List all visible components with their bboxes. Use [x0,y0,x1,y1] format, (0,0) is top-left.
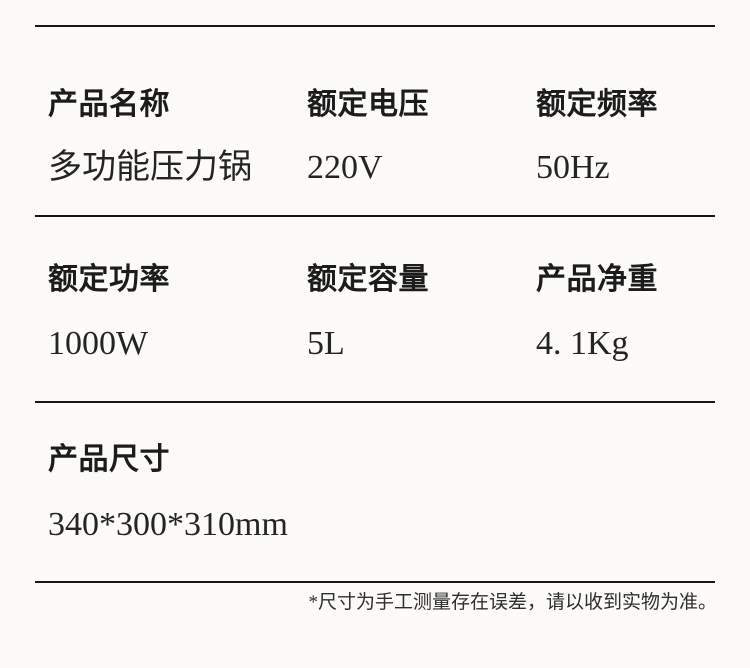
bottom-divider [35,581,715,583]
spec-row-2-values: 1000W 5L 4. 1Kg [48,322,750,366]
rated-power-value: 1000W [48,325,149,362]
spec-row-3-labels: 产品尺寸 [48,443,750,477]
product-dimensions-label: 产品尺寸 [48,443,170,476]
rated-frequency-label: 额定频率 [536,88,658,121]
rated-frequency-value: 50Hz [536,149,610,186]
rated-voltage-label: 额定电压 [307,88,429,121]
measurement-disclaimer: *尺寸为手工测量存在误差，请以收到实物为准。 [308,592,717,613]
spec-row-2-labels: 额定功率 额定容量 产品净重 [48,263,750,297]
product-name-value: 多功能压力锅 [48,149,252,186]
divider-1 [35,215,715,217]
top-divider [35,25,715,27]
rated-power-label: 额定功率 [48,263,170,296]
product-dimensions-value: 340*300*310mm [48,506,288,543]
net-weight-value: 4. 1Kg [536,325,629,362]
net-weight-label: 产品净重 [536,263,658,296]
spec-row-1-labels: 产品名称 额定电压 额定频率 [48,88,750,122]
rated-voltage-value: 220V [307,149,383,186]
divider-2 [35,401,715,403]
product-name-label: 产品名称 [48,88,170,121]
spec-row-3-values: 340*300*310mm [48,503,750,547]
rated-capacity-value: 5L [307,325,345,362]
spec-row-1-values: 多功能压力锅 220V 50Hz [48,146,750,190]
rated-capacity-label: 额定容量 [307,263,429,296]
